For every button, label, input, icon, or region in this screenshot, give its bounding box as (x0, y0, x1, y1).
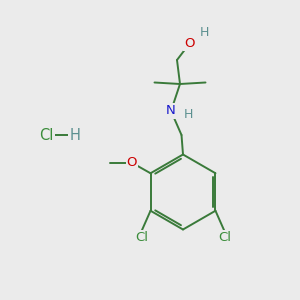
Text: H: H (199, 26, 209, 39)
Text: Cl: Cl (218, 231, 231, 244)
Text: N: N (166, 104, 176, 118)
Text: O: O (127, 156, 137, 169)
Text: H: H (184, 108, 193, 121)
Text: Cl: Cl (39, 128, 54, 142)
Text: O: O (184, 37, 195, 50)
Text: H: H (70, 128, 80, 142)
Text: Cl: Cl (135, 231, 148, 244)
